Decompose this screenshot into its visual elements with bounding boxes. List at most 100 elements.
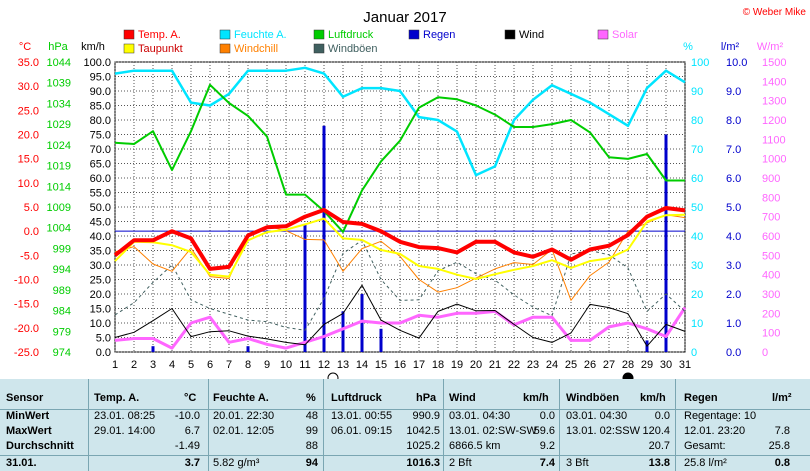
legend-label: Regen bbox=[423, 29, 455, 41]
rain-bar bbox=[341, 311, 345, 352]
day-axis-tick: 18 bbox=[432, 359, 444, 371]
day-axis-tick: 25 bbox=[565, 359, 577, 371]
temp-axis-tick: -10.0 bbox=[14, 275, 39, 287]
hpa-axis-tick: 1019 bbox=[47, 161, 71, 173]
table-cell-feu-v: 99 bbox=[305, 425, 318, 437]
pct-axis-tick: 40 bbox=[691, 231, 703, 243]
table-cell-boe-v: 0.0 bbox=[654, 410, 670, 422]
hpa-axis-tick: 999 bbox=[53, 243, 71, 255]
table-cell-wind-v: 7.4 bbox=[539, 457, 555, 469]
rain-bar bbox=[379, 328, 383, 352]
legend-swatch bbox=[313, 29, 325, 40]
header-feuchte-unit: % bbox=[306, 392, 316, 404]
table-cell-feu-v: 94 bbox=[305, 457, 318, 469]
solar-axis-tick: 1200 bbox=[762, 115, 786, 127]
rain-axis-tick: 3.0 bbox=[726, 260, 741, 272]
table-divider bbox=[323, 379, 324, 471]
header-temp: Temp. A. bbox=[94, 392, 140, 404]
rain-axis-tick: 8.0 bbox=[726, 115, 741, 127]
rain-axis-unit: l/m² bbox=[721, 41, 740, 53]
table-cell-feu-t: 5.82 g/m³ bbox=[213, 457, 260, 469]
rain-axis-tick: 7.0 bbox=[726, 144, 741, 156]
temp-axis-tick: -5.0 bbox=[20, 250, 39, 262]
pct-axis-tick: 50 bbox=[691, 202, 703, 214]
day-axis-tick: 30 bbox=[660, 359, 672, 371]
legend-label: Feuchte A. bbox=[234, 29, 287, 41]
day-axis-tick: 23 bbox=[527, 359, 539, 371]
series-line-windchill bbox=[114, 214, 686, 301]
legend-swatch bbox=[219, 29, 231, 40]
new-moon-icon bbox=[622, 372, 634, 380]
day-axis-tick: 3 bbox=[150, 359, 156, 371]
series-line-feuchte-a bbox=[114, 66, 686, 177]
day-axis-tick: 8 bbox=[245, 359, 251, 371]
solar-axis-tick: 0 bbox=[762, 347, 768, 359]
table-cell-luft-v: 1042.5 bbox=[406, 425, 440, 437]
rain-axis-tick: 4.0 bbox=[726, 231, 741, 243]
hpa-axis-tick: 979 bbox=[53, 326, 71, 338]
rain-axis-tick: 5.0 bbox=[726, 202, 741, 214]
table-cell-temp-t: 29.01. 14:00 bbox=[94, 425, 156, 437]
day-axis-tick: 7 bbox=[226, 359, 232, 371]
table-cell-boe-t: 13.01. 02:SSW bbox=[566, 425, 640, 437]
legend-swatch bbox=[504, 29, 516, 40]
day-axis-tick: 5 bbox=[188, 359, 194, 371]
table-cell-temp-t: 23.01. 08:25 bbox=[94, 410, 156, 422]
day-axis-tick: 11 bbox=[299, 359, 310, 371]
hpa-axis-tick: 994 bbox=[53, 264, 71, 276]
solar-axis-tick: 1500 bbox=[762, 57, 786, 69]
series-line-wind bbox=[114, 284, 686, 347]
kmh-axis-tick: 0.0 bbox=[96, 347, 111, 359]
table-divider bbox=[208, 379, 209, 471]
legend-label: Temp. A. bbox=[138, 29, 181, 41]
temp-axis-tick: -15.0 bbox=[14, 299, 39, 311]
kmh-axis-tick: 30.0 bbox=[90, 260, 111, 272]
solar-axis-tick: 500 bbox=[762, 250, 780, 262]
table-cell-luft-v: 1025.2 bbox=[406, 440, 440, 452]
pct-axis-tick: 70 bbox=[691, 144, 703, 156]
row-label: 31.01. bbox=[6, 457, 37, 469]
solar-axis-tick: 1400 bbox=[762, 76, 786, 88]
day-axis-tick: 24 bbox=[546, 359, 558, 371]
kmh-axis-tick: 55.0 bbox=[90, 188, 111, 200]
chart-title: Januar 2017 bbox=[363, 9, 446, 26]
row-label: Durchschnitt bbox=[6, 440, 74, 452]
kmh-axis-tick: 85.0 bbox=[90, 101, 111, 113]
day-axis-tick: 12 bbox=[318, 359, 330, 371]
pct-axis-tick: 100 bbox=[691, 57, 709, 69]
series-line-temp-a bbox=[113, 206, 686, 271]
table-cell-wind-t: 13.01. 02:SW-SW bbox=[449, 425, 537, 437]
table-cell-feu-v: 88 bbox=[305, 440, 318, 452]
table-cell-boe-v: 120.4 bbox=[642, 425, 670, 437]
chart-svg: 35.030.025.020.015.010.05.00.0-5.0-10.0-… bbox=[14, 7, 806, 380]
solar-axis-tick: 800 bbox=[762, 192, 780, 204]
solar-axis-tick: 900 bbox=[762, 173, 780, 185]
solar-axis-tick: 1300 bbox=[762, 96, 786, 108]
rain-axis-tick: 1.0 bbox=[726, 318, 741, 330]
day-axis-tick: 31 bbox=[679, 359, 691, 371]
temp-axis-tick: 35.0 bbox=[18, 57, 39, 69]
solar-axis-tick: 200 bbox=[762, 308, 780, 320]
legend-label: Luftdruck bbox=[328, 29, 374, 41]
hpa-axis-tick: 1039 bbox=[47, 78, 71, 90]
row-label: MaxWert bbox=[6, 425, 52, 437]
legend-swatch bbox=[123, 43, 135, 54]
hpa-axis-tick: 1004 bbox=[47, 223, 71, 235]
rain-bar bbox=[151, 346, 155, 352]
rain-axis-tick: 10.0 bbox=[726, 57, 747, 69]
day-axis-tick: 10 bbox=[280, 359, 292, 371]
rain-axis-tick: 0.0 bbox=[726, 347, 741, 359]
weather-chart: 35.0 30.0 25.0 20.0 15.0 10.0 5.0 0.0 -5.0 -10.0-… bbox=[14, 7, 806, 380]
row-label: MinWert bbox=[6, 410, 50, 422]
kmh-axis-tick: 20.0 bbox=[90, 289, 111, 301]
legend-swatch bbox=[408, 29, 420, 40]
table-cell-feu-v: 48 bbox=[305, 410, 318, 422]
rain-bar bbox=[303, 224, 307, 352]
table-divider bbox=[443, 379, 444, 471]
kmh-axis-tick: 5.0 bbox=[96, 333, 111, 345]
temp-axis-tick: 30.0 bbox=[18, 81, 39, 93]
legend-label: Solar bbox=[612, 29, 638, 41]
legend-label: Wind bbox=[519, 29, 544, 41]
temp-axis-tick: 5.0 bbox=[24, 202, 39, 214]
temp-axis-tick: 0.0 bbox=[24, 226, 39, 238]
